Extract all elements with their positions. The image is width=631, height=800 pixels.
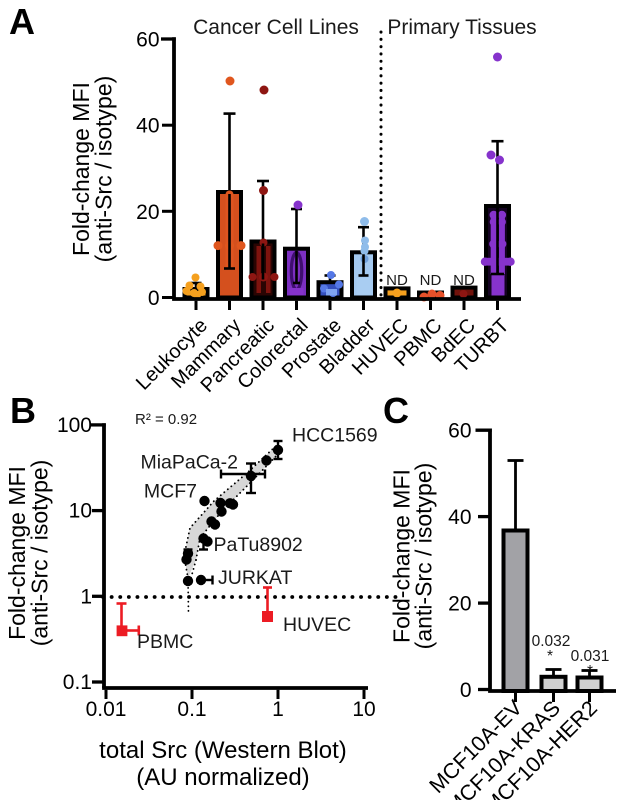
svg-text:PaTu8902: PaTu8902 xyxy=(214,534,303,556)
svg-text:0: 0 xyxy=(148,287,160,310)
svg-text:0.01: 0.01 xyxy=(86,698,127,721)
svg-text:ND: ND xyxy=(386,272,408,289)
svg-text:100: 100 xyxy=(57,414,92,437)
svg-text:1: 1 xyxy=(272,698,284,721)
svg-text:40: 40 xyxy=(448,506,471,529)
svg-text:HCC1569: HCC1569 xyxy=(292,425,378,447)
svg-text:0.032: 0.032 xyxy=(532,633,571,650)
svg-text:60: 60 xyxy=(136,29,159,52)
svg-text:JURKAT: JURKAT xyxy=(218,567,292,589)
svg-text:0.031: 0.031 xyxy=(571,648,610,665)
svg-text:60: 60 xyxy=(448,420,471,443)
svg-text:ND: ND xyxy=(453,272,475,289)
svg-text:0: 0 xyxy=(460,679,472,702)
svg-text:PBMC: PBMC xyxy=(137,631,193,653)
svg-text:(anti-Src / isotype): (anti-Src / isotype) xyxy=(411,463,437,650)
svg-text:ND: ND xyxy=(420,272,442,289)
svg-text:0.1: 0.1 xyxy=(177,698,206,721)
svg-text:C: C xyxy=(383,390,409,431)
svg-text:*: * xyxy=(587,663,593,680)
svg-text:A: A xyxy=(9,1,35,42)
svg-text:Primary Tissues: Primary Tissues xyxy=(387,16,536,39)
svg-text:1: 1 xyxy=(80,585,92,608)
svg-text:0.1: 0.1 xyxy=(63,671,92,694)
svg-text:(AU normalized): (AU normalized) xyxy=(136,764,309,791)
svg-text:20: 20 xyxy=(448,593,471,616)
svg-text:Fold-change MFI: Fold-change MFI xyxy=(68,82,94,256)
svg-text:Fold-change MFI: Fold-change MFI xyxy=(389,469,415,643)
svg-text:B: B xyxy=(10,390,36,431)
svg-text:*: * xyxy=(547,648,553,665)
svg-text:R² = 0.92: R² = 0.92 xyxy=(135,411,197,428)
svg-text:20: 20 xyxy=(136,201,159,224)
svg-text:Fold-change MFI: Fold-change MFI xyxy=(4,466,30,640)
svg-text:HUVEC: HUVEC xyxy=(283,614,351,636)
svg-text:total Src (Western Blot): total Src (Western Blot) xyxy=(99,737,347,764)
svg-text:40: 40 xyxy=(136,115,159,138)
svg-text:MCF7: MCF7 xyxy=(144,481,197,503)
svg-text:10: 10 xyxy=(69,500,92,523)
svg-text:MiaPaCa-2: MiaPaCa-2 xyxy=(140,452,238,474)
svg-text:(anti-Src / isotype): (anti-Src / isotype) xyxy=(91,76,117,263)
svg-text:Cancer Cell Lines: Cancer Cell Lines xyxy=(193,16,359,39)
svg-text:(anti-Src / isotype): (anti-Src / isotype) xyxy=(27,460,53,647)
svg-text:10: 10 xyxy=(352,698,375,721)
